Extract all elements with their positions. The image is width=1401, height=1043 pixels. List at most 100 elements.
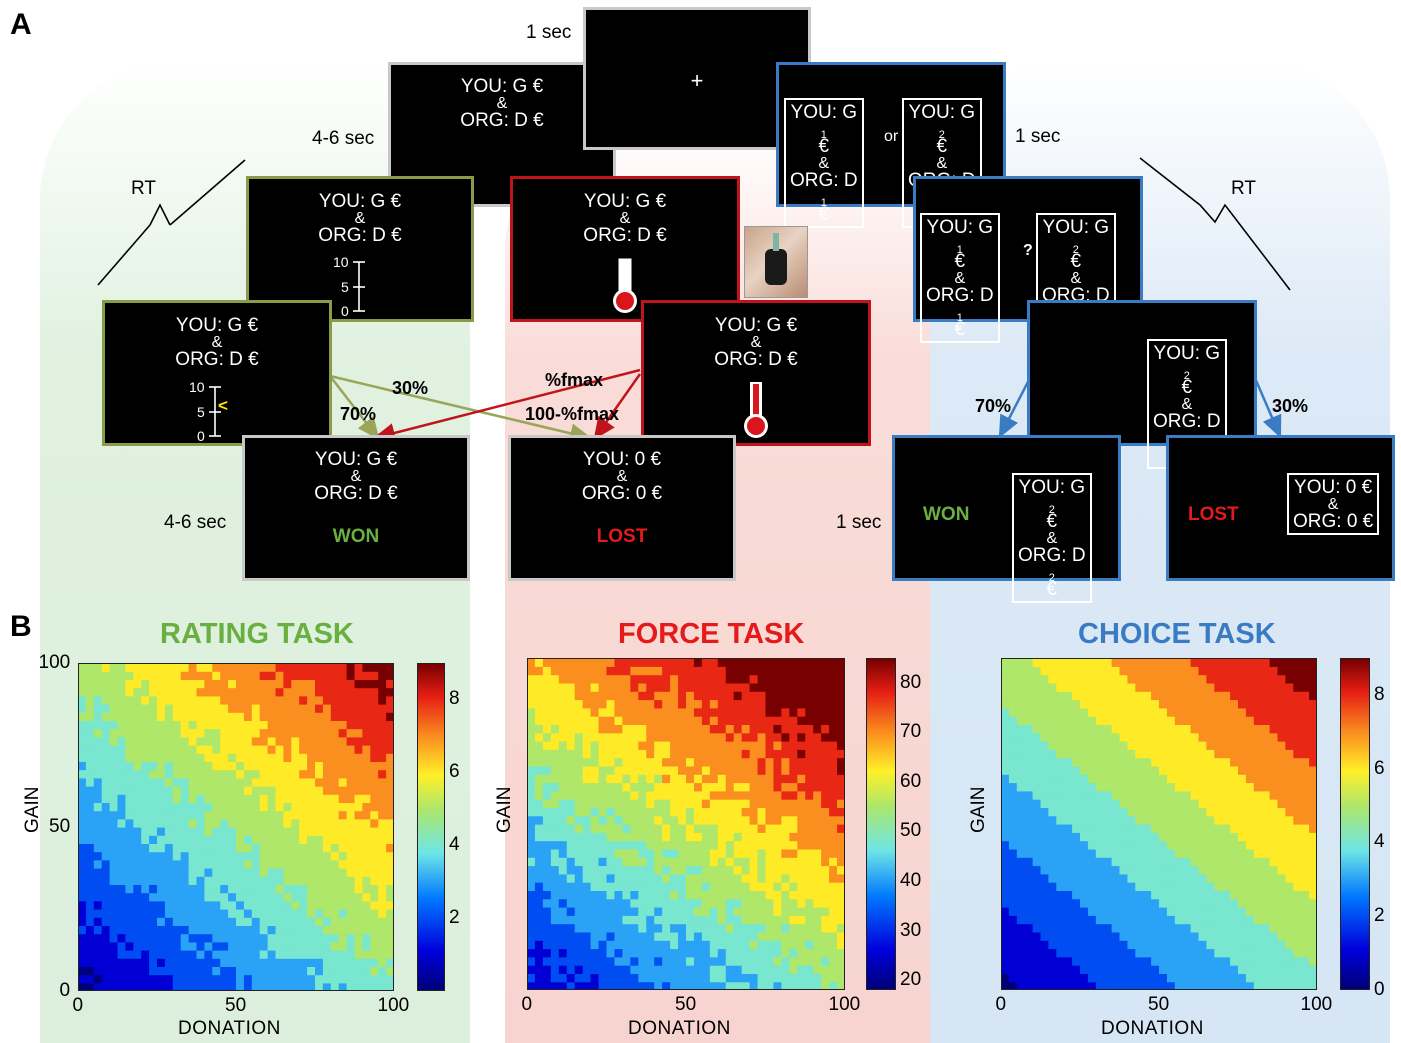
heatmap-cell bbox=[370, 704, 379, 713]
arrow-choice-lost bbox=[1253, 377, 1282, 439]
heatmap-cell bbox=[322, 761, 332, 771]
heatmap-cell bbox=[725, 824, 735, 833]
heatmap-cell bbox=[1056, 774, 1065, 784]
heatmap-cell bbox=[1230, 765, 1239, 775]
heatmap-cell bbox=[220, 777, 229, 787]
heatmap-cell bbox=[1095, 824, 1105, 833]
heatmap-cell bbox=[1040, 824, 1049, 833]
heatmap-cell bbox=[701, 765, 711, 775]
heatmap-cell bbox=[275, 720, 284, 730]
heatmap-cell bbox=[709, 832, 719, 842]
heatmap-cell bbox=[338, 810, 348, 820]
heatmap-cell bbox=[1087, 832, 1097, 842]
heatmap-cell bbox=[1230, 890, 1239, 900]
heatmap-cell bbox=[188, 761, 198, 771]
heatmap-cell bbox=[741, 956, 751, 966]
heatmap-cell bbox=[1135, 724, 1144, 734]
heatmap-cell bbox=[1293, 973, 1302, 983]
heatmap-cell bbox=[315, 876, 324, 885]
heatmap-cell bbox=[307, 745, 316, 754]
heatmap-cell bbox=[725, 907, 735, 916]
heatmap-cell bbox=[291, 909, 300, 918]
heatmap-cell bbox=[789, 724, 798, 734]
heatmap-cell bbox=[299, 909, 308, 918]
heatmap-cell bbox=[1008, 757, 1018, 767]
heatmap-cell bbox=[821, 765, 830, 775]
heatmap-cell bbox=[598, 674, 608, 684]
heatmap-cell bbox=[741, 807, 751, 817]
heatmap-cell bbox=[141, 663, 150, 672]
heatmap-cell bbox=[693, 907, 703, 916]
heatmap-cell bbox=[813, 882, 822, 891]
heatmap-cell bbox=[1056, 824, 1065, 833]
heatmap-cell bbox=[805, 923, 814, 933]
heatmap-cell bbox=[180, 982, 190, 991]
heatmap-cell bbox=[370, 974, 379, 984]
heatmap-cell bbox=[1032, 882, 1042, 891]
heatmap-cell bbox=[1016, 724, 1026, 734]
heatmap-cell bbox=[1064, 915, 1073, 925]
arrow-force-won bbox=[372, 368, 641, 443]
heatmap-cell bbox=[1253, 832, 1263, 842]
heatmap-cell bbox=[1182, 724, 1192, 734]
heatmap-cell bbox=[196, 687, 205, 697]
heatmap-cell bbox=[338, 884, 348, 894]
heatmap-cell bbox=[330, 925, 340, 935]
heatmap-cell bbox=[566, 658, 576, 667]
heatmap-cell bbox=[837, 981, 845, 990]
heatmap-cell bbox=[188, 933, 198, 943]
heatmap-cell bbox=[773, 898, 782, 908]
heatmap-cell bbox=[1277, 815, 1286, 825]
heatmap-cell bbox=[362, 909, 371, 918]
heatmap-cell bbox=[693, 699, 703, 709]
heatmap-cell bbox=[1087, 865, 1097, 875]
heatmap-cell bbox=[1301, 741, 1310, 750]
heatmap-cell bbox=[243, 892, 253, 902]
heatmap-cell bbox=[307, 769, 316, 779]
heatmap-cell bbox=[1087, 807, 1097, 817]
heatmap-cell bbox=[614, 774, 623, 784]
heatmap-cell bbox=[566, 741, 576, 750]
heatmap-cell bbox=[693, 948, 703, 958]
heatmap-cell bbox=[1238, 915, 1247, 925]
heatmap-cell bbox=[196, 876, 205, 885]
heatmap-cell bbox=[781, 682, 790, 692]
heatmap-cell bbox=[157, 909, 166, 918]
heatmap-cell bbox=[386, 745, 394, 754]
heatmap-cell bbox=[717, 666, 727, 676]
heatmap-cell bbox=[614, 840, 623, 850]
heatmap-cell bbox=[1159, 882, 1168, 891]
heatmap-cell bbox=[117, 859, 126, 869]
heatmap-cell bbox=[757, 832, 767, 842]
heatmap-cell bbox=[614, 724, 623, 734]
heatmap-cell bbox=[188, 950, 198, 959]
heatmap-cell bbox=[1143, 981, 1152, 990]
heatmap-cell bbox=[236, 687, 245, 697]
heatmap-cell bbox=[164, 810, 174, 820]
heatmap-cell bbox=[590, 682, 600, 692]
heatmap-cell bbox=[346, 925, 356, 935]
heatmap-cell bbox=[829, 848, 838, 858]
heatmap-cell bbox=[678, 732, 687, 742]
heatmap-cell bbox=[386, 712, 394, 721]
heatmap-cell bbox=[654, 741, 663, 750]
heatmap-cell bbox=[534, 682, 544, 692]
heatmap-cell bbox=[1214, 907, 1223, 916]
heatmap-cell bbox=[236, 720, 245, 730]
heatmap-cell bbox=[236, 982, 245, 991]
heatmap-cell bbox=[678, 907, 687, 916]
heatmap-cell bbox=[157, 663, 166, 672]
heatmap-cell bbox=[1222, 815, 1231, 825]
heatmap-cell bbox=[717, 882, 727, 891]
heatmap-cell bbox=[157, 974, 166, 984]
heatmap-cell bbox=[1087, 915, 1097, 925]
heatmap-cell bbox=[789, 790, 798, 800]
heatmap-cell bbox=[725, 741, 735, 750]
heatmap-cell bbox=[670, 981, 679, 990]
heatmap-cell bbox=[1245, 757, 1255, 767]
heatmap-cell bbox=[757, 741, 767, 750]
heatmap-cell bbox=[606, 915, 616, 925]
arrow-choice-won bbox=[998, 377, 1032, 439]
heatmap-cell bbox=[1127, 732, 1136, 742]
heatmap-cell bbox=[837, 807, 845, 817]
